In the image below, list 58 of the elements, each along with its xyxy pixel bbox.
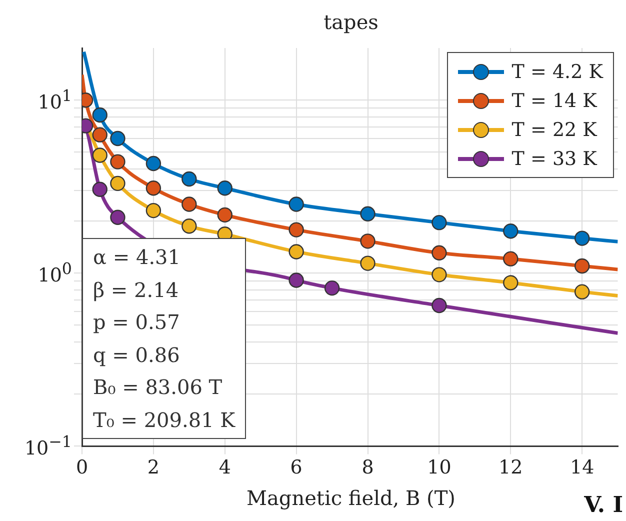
point bbox=[288, 222, 304, 238]
x-tick-label: 0 bbox=[76, 456, 88, 479]
legend-label: T = 14 K bbox=[512, 90, 597, 112]
annotation: α = 4.31 bbox=[93, 244, 182, 271]
point bbox=[360, 256, 376, 271]
point bbox=[110, 176, 126, 192]
point bbox=[432, 267, 447, 282]
text: V. I bbox=[584, 492, 623, 518]
point bbox=[182, 171, 197, 187]
point bbox=[92, 148, 108, 163]
x-axis-title: Magnetic field, B (T) bbox=[246, 486, 456, 510]
point bbox=[574, 284, 590, 300]
point bbox=[432, 245, 447, 260]
x-tick-label: 4 bbox=[218, 456, 231, 479]
point bbox=[92, 107, 108, 123]
y-tick-label: 10$^{−1}$ bbox=[23, 432, 72, 460]
point bbox=[182, 218, 197, 234]
legend-label: T = 33 K bbox=[512, 148, 597, 170]
point bbox=[360, 234, 376, 249]
point bbox=[503, 251, 518, 266]
point bbox=[146, 180, 162, 196]
point bbox=[92, 127, 108, 142]
point bbox=[92, 182, 108, 197]
annotation: p = 0.57 bbox=[93, 309, 181, 336]
point bbox=[432, 214, 447, 230]
x-tick-label: 10 bbox=[427, 456, 452, 479]
x-tick-label: 6 bbox=[290, 456, 302, 479]
x-tick-label: 12 bbox=[498, 456, 523, 479]
point bbox=[110, 130, 126, 146]
x-tick-label: 2 bbox=[147, 456, 160, 479]
legend-label: T = 4.2 K bbox=[512, 60, 603, 82]
legend-label: T = 22 K bbox=[512, 118, 597, 140]
point bbox=[182, 196, 197, 212]
annotation: q = 0.86 bbox=[93, 342, 181, 368]
x-tick-label: 14 bbox=[570, 456, 594, 479]
point bbox=[503, 223, 518, 239]
point bbox=[574, 258, 590, 274]
y-tick-label: 10$^{1}$ bbox=[36, 86, 72, 114]
annotation: β = 2.14 bbox=[93, 276, 180, 304]
point bbox=[110, 154, 126, 170]
point bbox=[574, 230, 590, 246]
point bbox=[110, 210, 126, 225]
point bbox=[432, 298, 447, 314]
point bbox=[217, 207, 232, 223]
point bbox=[146, 156, 162, 172]
y-tick-label: 10$^{0}$ bbox=[36, 259, 72, 286]
x-tick-label: 8 bbox=[362, 456, 374, 479]
point bbox=[288, 272, 304, 288]
chart-title: tapes bbox=[322, 10, 380, 34]
annotation: T₀ = 209.81 K bbox=[93, 406, 236, 434]
point bbox=[288, 244, 304, 260]
point bbox=[503, 275, 518, 290]
point bbox=[288, 196, 304, 212]
point bbox=[217, 180, 232, 196]
point bbox=[146, 202, 162, 218]
point bbox=[360, 206, 376, 222]
annotation: B₀ = 83.06 T bbox=[93, 374, 224, 401]
point bbox=[324, 280, 340, 296]
